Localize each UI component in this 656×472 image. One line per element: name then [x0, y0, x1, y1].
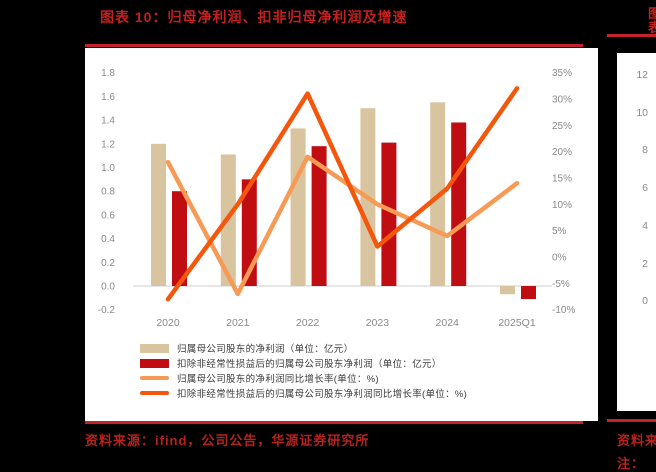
figure2-y-axis-tick: 4 — [642, 219, 648, 232]
left-axis-tick: 0.8 — [101, 187, 115, 198]
right-axis-tick: 0% — [552, 253, 567, 264]
right-axis-tick: 30% — [552, 94, 572, 105]
left-axis-tick: 1.0 — [101, 163, 115, 174]
right-axis-tick: 10% — [552, 200, 572, 211]
chart-legend: 归属母公司股东的净利润（单位：亿元） 扣除非经常性损益后的归属母公司股东净利润（… — [140, 342, 468, 400]
deducted-growth-rate-line — [165, 86, 520, 302]
legend-label-growth-rate: 归属母公司股东的净利润同比增长率(单位：%) — [177, 374, 379, 385]
bar-deducted-profit-2023 — [381, 142, 397, 286]
right-axis-tick: 15% — [552, 173, 572, 184]
figure2-note-fragment: 注： — [617, 456, 646, 471]
figure2-title-fragment-line2: 表 — [648, 20, 656, 35]
figure2-y-axis-tick: 10 — [636, 106, 648, 119]
figure1-title: 图表 10：归母净利润、扣非归母净利润及增速 — [100, 9, 408, 25]
x-axis-label: 2023 — [366, 317, 390, 329]
x-axis-label: 2024 — [436, 317, 460, 329]
legend-row-deducted-profit: 扣除非经常性损益后的归属母公司股东净利润（单位：亿元） — [140, 357, 467, 370]
legend-row-net-profit: 归属母公司股东的净利润（单位：亿元） — [140, 342, 467, 355]
legend-row-deducted-growth-rate: 扣除非经常性损益后的归属母公司股东净利润同比增长率(单位：%) — [140, 387, 468, 400]
profit-growth-chart: 1.8 1.6 1.4 1.2 1.0 0.8 0.6 0.4 0.2 0.0 -0.2 35% 30%… — [98, 68, 576, 329]
bar-deducted-profit-2022 — [311, 146, 327, 286]
left-axis-tick: 0.2 — [101, 258, 115, 269]
figure1-top-rule — [85, 44, 583, 47]
bar-net-profit-2022 — [290, 128, 306, 286]
figure2-title-fragment-line1: 图 — [648, 6, 656, 21]
right-axis-tick: -5% — [552, 279, 570, 290]
left-axis-tick: 1.2 — [101, 139, 115, 150]
figure2-y-axis-tick: 6 — [642, 182, 648, 195]
left-axis-tick: 0.6 — [101, 210, 115, 221]
x-axis-label: 2025Q1 — [498, 317, 536, 329]
left-axis-tick: 0.0 — [101, 282, 115, 293]
figure2-top-rule — [607, 34, 656, 37]
figure2-y-axis-tick: 2 — [642, 257, 648, 270]
figure2-source-fragment: 资料来 — [617, 433, 656, 448]
figure2-y-axis-tick: 0 — [642, 295, 648, 308]
legend-swatch-deducted-profit-bar-icon — [140, 358, 169, 368]
left-axis-tick: 1.8 — [101, 68, 115, 79]
figure1-source: 资料来源：ifind，公司公告，华源证券研究所 — [85, 433, 370, 448]
figure1-bottom-rule — [85, 421, 583, 424]
figure1-chart-panel: 1.8 1.6 1.4 1.2 1.0 0.8 0.6 0.4 0.2 0.0 -0.2 35% 30%… — [85, 48, 598, 421]
right-axis-tick: 35% — [552, 68, 572, 79]
figure2-y-axis-tick: 8 — [642, 144, 648, 157]
bar-deducted-profit-2024 — [451, 122, 467, 286]
growth-rate-line — [165, 154, 520, 297]
bar-deducted-profit-2020 — [172, 191, 187, 286]
left-axis-tick: -0.2 — [98, 305, 116, 316]
legend-swatch-deducted-growth-line-icon — [140, 391, 169, 395]
legend-row-growth-rate: 归属母公司股东的净利润同比增长率(单位：%) — [140, 372, 467, 385]
left-axis-tick: 1.6 — [101, 92, 115, 103]
x-axis-label: 2022 — [296, 317, 320, 329]
right-axis-tick: 20% — [552, 147, 572, 158]
right-axis-tick: 5% — [552, 226, 567, 237]
right-axis-tick: 25% — [552, 121, 572, 132]
figure2-chart-panel: 12 10 8 6 4 2 0 — [617, 53, 656, 411]
legend-label-deducted-growth-rate: 扣除非经常性损益后的归属母公司股东净利润同比增长率(单位：%) — [177, 389, 468, 400]
left-axis-tick: 0.4 — [101, 234, 115, 245]
bar-deducted-profit-2025Q1 — [521, 286, 536, 300]
legend-label-net-profit: 归属母公司股东的净利润（单位：亿元） — [177, 344, 354, 355]
screenshot-root: { "page": { "background": "#000000", "ac… — [85, 6, 656, 471]
legend-swatch-growth-line-icon — [140, 376, 169, 380]
right-axis-tick: -10% — [552, 305, 575, 316]
x-axis-label: 2021 — [226, 317, 250, 329]
x-axis-label: 2020 — [156, 317, 180, 329]
bar-net-profit-2025Q1 — [500, 286, 515, 295]
left-axis-tick: 1.4 — [101, 116, 115, 127]
figure2-y-axis-tick: 12 — [636, 69, 648, 81]
bar-net-profit-2020 — [151, 143, 166, 286]
legend-label-deducted-profit: 扣除非经常性损益后的归属母公司股东净利润（单位：亿元） — [177, 359, 442, 370]
legend-swatch-net-profit-bar-icon — [140, 343, 169, 353]
figure2-bottom-rule — [607, 419, 656, 422]
